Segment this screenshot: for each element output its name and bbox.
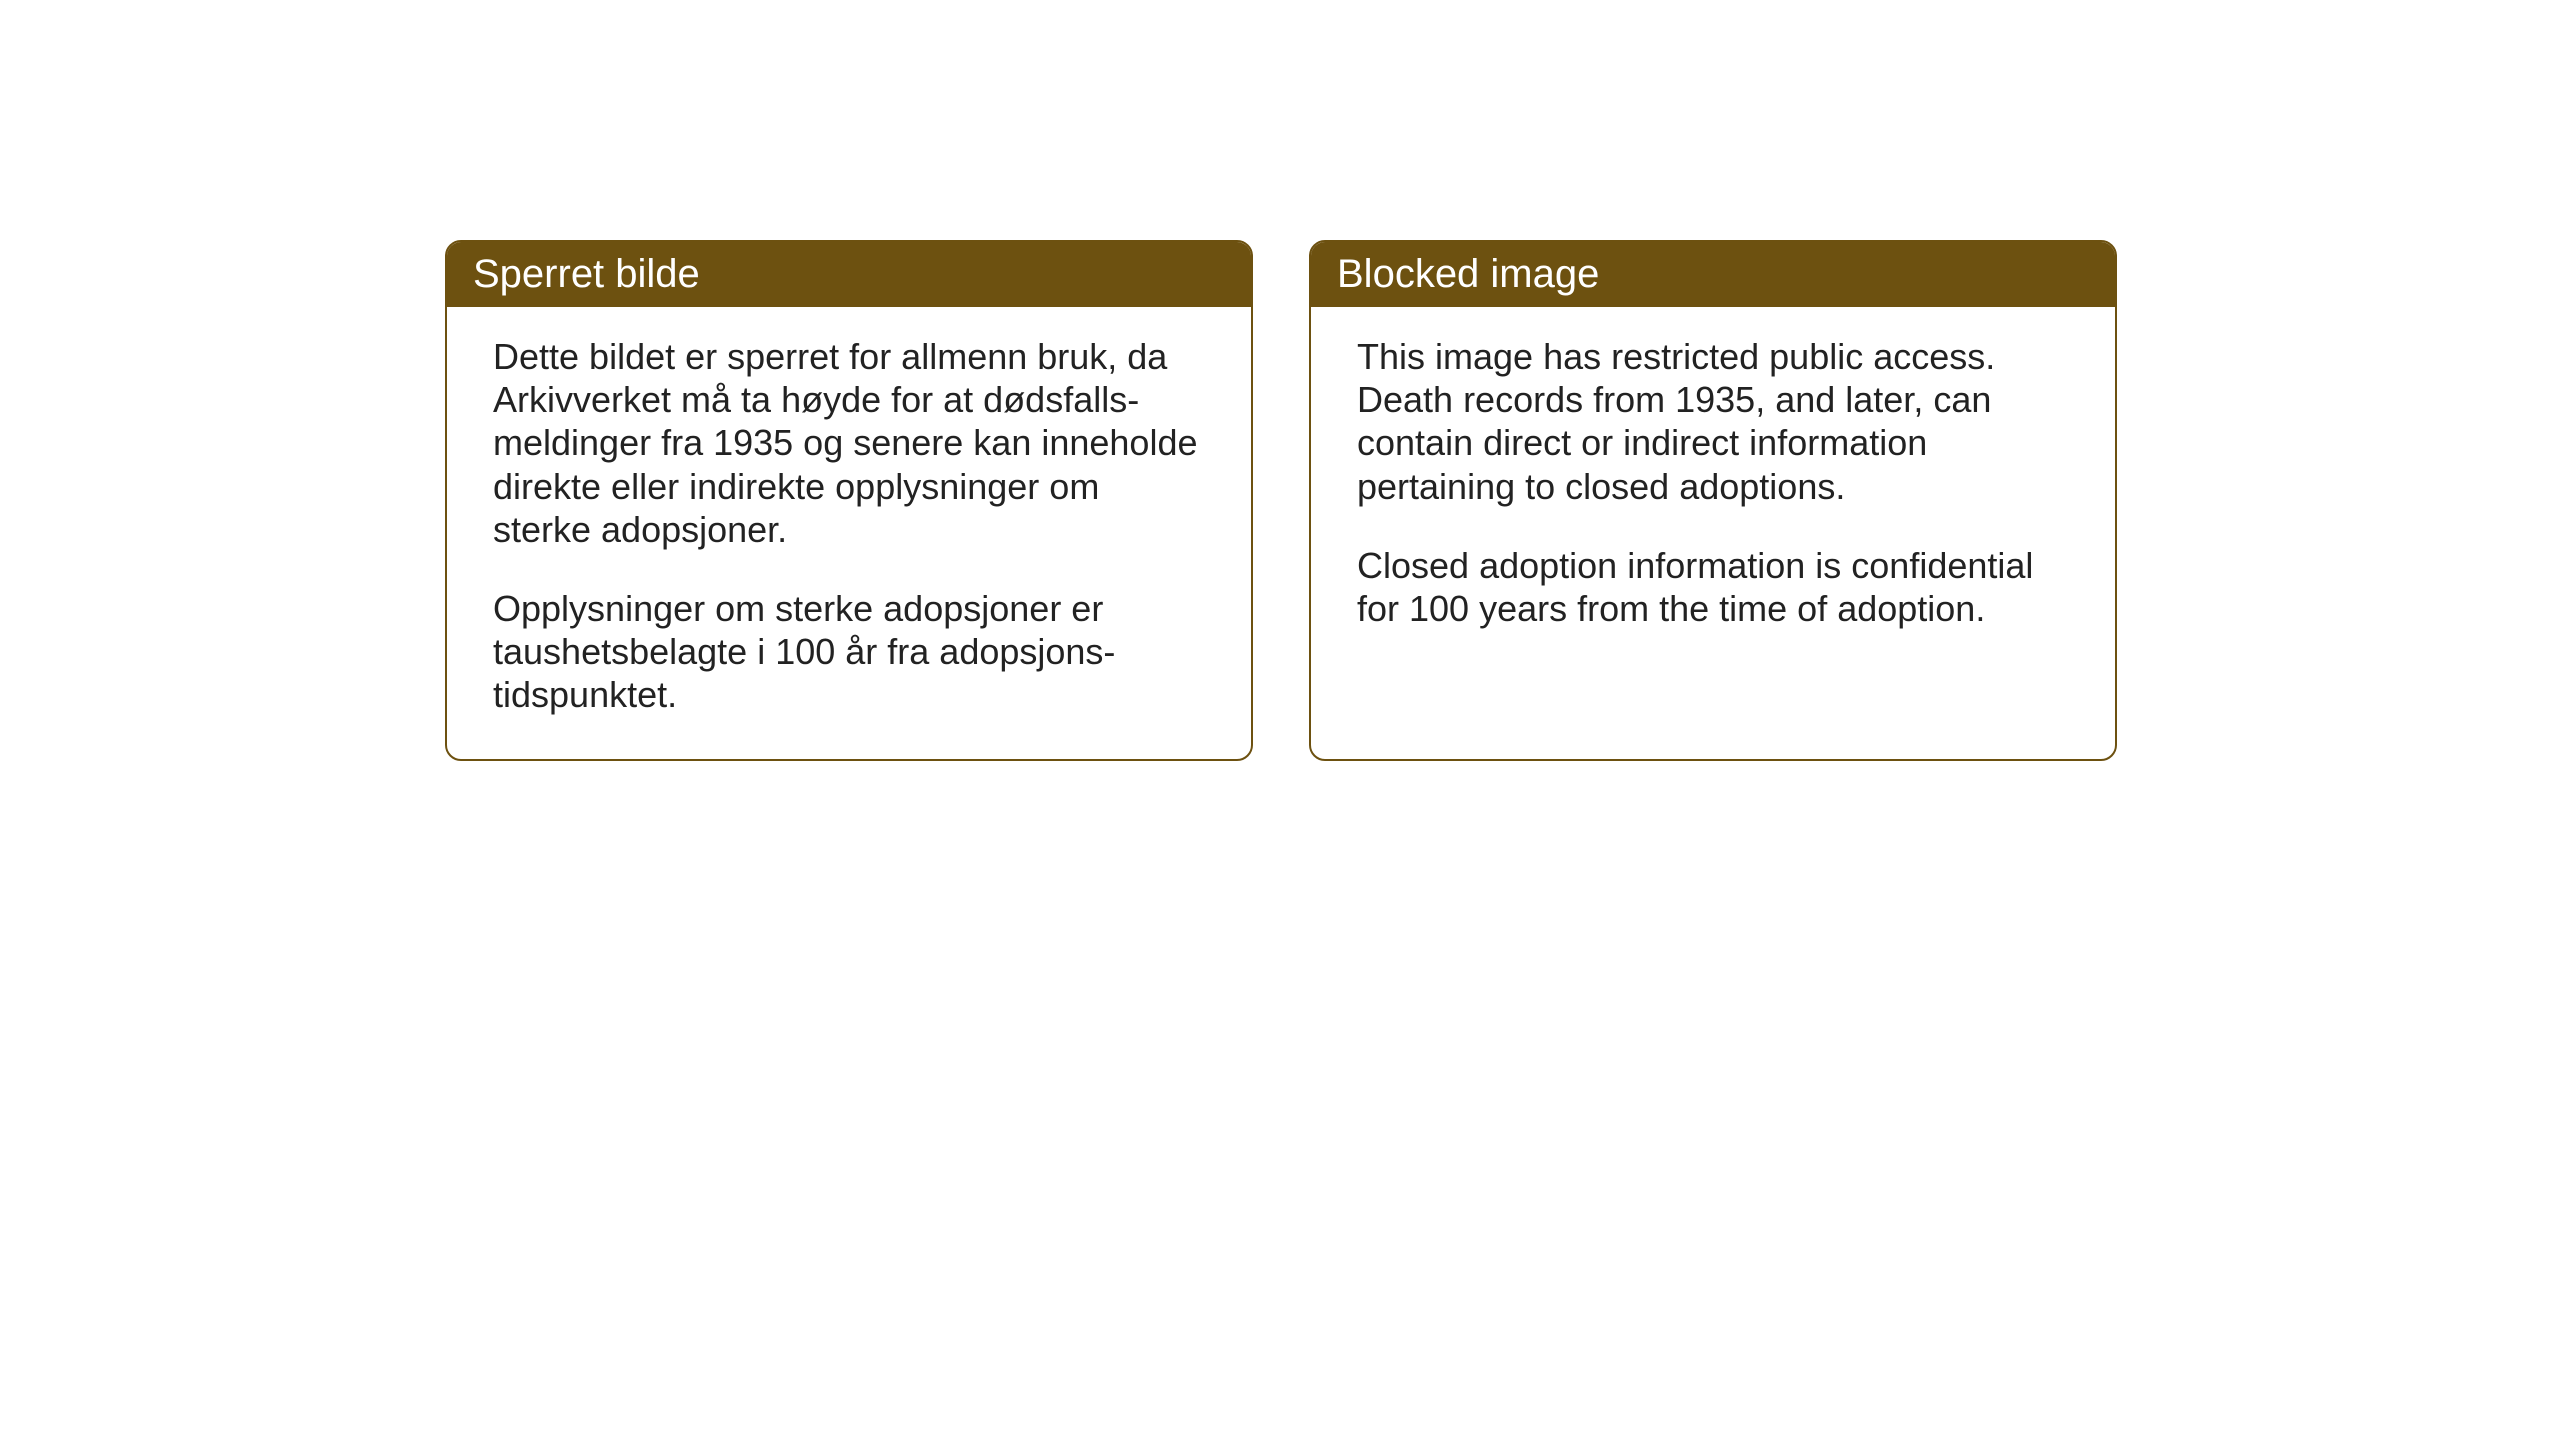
norwegian-notice-card: Sperret bilde Dette bildet er sperret fo… bbox=[445, 240, 1253, 761]
norwegian-paragraph-1: Dette bildet er sperret for allmenn bruk… bbox=[493, 335, 1205, 551]
english-paragraph-1: This image has restricted public access.… bbox=[1357, 335, 2069, 508]
notice-container: Sperret bilde Dette bildet er sperret fo… bbox=[445, 240, 2117, 761]
norwegian-card-body: Dette bildet er sperret for allmenn bruk… bbox=[447, 307, 1251, 759]
english-notice-card: Blocked image This image has restricted … bbox=[1309, 240, 2117, 761]
norwegian-paragraph-2: Opplysninger om sterke adopsjoner er tau… bbox=[493, 587, 1205, 717]
english-card-body: This image has restricted public access.… bbox=[1311, 307, 2115, 672]
norwegian-card-title: Sperret bilde bbox=[447, 242, 1251, 307]
english-card-title: Blocked image bbox=[1311, 242, 2115, 307]
english-paragraph-2: Closed adoption information is confident… bbox=[1357, 544, 2069, 630]
